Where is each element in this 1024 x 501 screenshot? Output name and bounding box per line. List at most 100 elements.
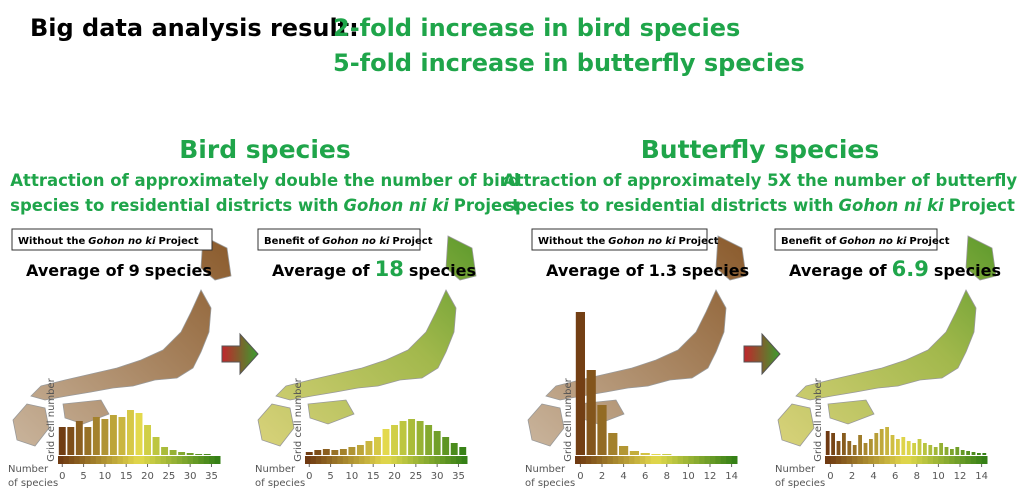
x-tick-label: 20 xyxy=(388,471,401,482)
color-scale xyxy=(423,456,430,464)
color-scale xyxy=(122,456,129,464)
box-label-part: Without the xyxy=(538,236,606,247)
histogram-bar xyxy=(84,427,92,455)
box-label-part: Benefit of xyxy=(781,236,837,247)
color-scale xyxy=(461,456,468,464)
color-scale xyxy=(133,456,140,464)
color-scale xyxy=(884,456,891,464)
histogram-bar xyxy=(408,419,416,455)
box-label-italic: Gohon no ki xyxy=(608,236,676,247)
histogram-bar xyxy=(58,427,66,455)
color-scale xyxy=(666,456,673,464)
histogram-bar xyxy=(619,446,629,455)
color-scale xyxy=(101,456,108,464)
color-scale xyxy=(391,456,398,464)
histogram-bar xyxy=(135,413,143,455)
color-scale xyxy=(359,456,365,464)
x-axis-label: Number xyxy=(8,464,49,475)
histogram-bar xyxy=(906,441,911,455)
color-scale xyxy=(677,456,684,464)
color-scale xyxy=(337,456,344,464)
x-axis-label: of species xyxy=(255,478,305,489)
color-scale xyxy=(612,456,619,464)
histogram-bar xyxy=(629,451,639,455)
subtitle-part: Project xyxy=(454,196,520,215)
color-scale xyxy=(171,456,178,464)
panel-subtitle: species to residential districts with Goh… xyxy=(10,196,520,215)
color-scale xyxy=(715,456,722,464)
box-label-part: Without the xyxy=(18,236,86,247)
color-scale xyxy=(580,456,587,464)
color-scale xyxy=(868,456,875,464)
x-tick-label: 10 xyxy=(932,471,945,482)
histogram-bar xyxy=(651,454,661,455)
color-scale xyxy=(710,456,716,464)
label-box xyxy=(531,228,708,251)
color-scale xyxy=(825,456,831,464)
histogram-bar xyxy=(339,449,347,455)
color-scale xyxy=(117,456,124,464)
histogram-bar xyxy=(960,450,965,455)
x-tick-label: 2 xyxy=(849,471,855,482)
color-scale xyxy=(321,456,328,464)
color-scale xyxy=(895,456,902,464)
x-axis-label: Number xyxy=(255,464,296,475)
average-value: 18 xyxy=(375,257,404,281)
color-scale xyxy=(846,456,853,464)
color-scale xyxy=(198,456,205,464)
color-scale xyxy=(683,456,689,464)
histogram-bar xyxy=(186,453,194,455)
histogram-bar xyxy=(982,453,987,455)
average-part: Average of xyxy=(272,261,371,280)
histogram-bar xyxy=(416,421,424,455)
x-tick-label: 0 xyxy=(827,471,833,482)
x-tick-label: 4 xyxy=(620,471,626,482)
color-scale xyxy=(214,456,221,464)
histogram-bar xyxy=(109,415,117,455)
color-scale xyxy=(315,456,322,464)
histogram-bar xyxy=(144,425,151,455)
color-scale xyxy=(380,456,387,464)
color-scale xyxy=(402,456,409,464)
color-scale xyxy=(731,456,738,464)
histogram-bar xyxy=(450,443,458,455)
color-scale xyxy=(456,456,463,464)
color-scale xyxy=(889,456,896,464)
box-label-part: Benefit of xyxy=(264,236,320,247)
color-scale xyxy=(645,456,652,464)
color-scale xyxy=(976,456,983,464)
color-scale xyxy=(656,456,662,464)
color-scale xyxy=(591,456,598,464)
average: Average of 18 species xyxy=(272,257,476,281)
histogram-bar xyxy=(885,427,889,455)
color-scale xyxy=(650,456,657,464)
color-scale xyxy=(68,456,75,464)
histogram-bar xyxy=(425,425,433,455)
histogram-bar xyxy=(944,447,949,455)
histogram-bar xyxy=(348,447,356,455)
x-tick-label: 12 xyxy=(704,471,717,482)
color-scale xyxy=(900,456,907,464)
x-tick-label: 15 xyxy=(367,471,380,482)
histogram-bar xyxy=(955,447,960,455)
color-scale xyxy=(906,456,912,464)
histogram-bar xyxy=(442,437,450,455)
x-tick-label: 14 xyxy=(975,471,988,482)
histogram-bar xyxy=(75,421,83,455)
color-scale xyxy=(879,456,885,464)
color-scale xyxy=(720,456,727,464)
color-scale xyxy=(841,456,848,464)
y-axis-label: Grid cell number xyxy=(293,377,304,461)
x-tick-label: 15 xyxy=(120,471,133,482)
x-axis-label: of species xyxy=(775,478,825,489)
color-scale xyxy=(602,456,608,464)
color-scale xyxy=(434,456,441,464)
histogram-bar xyxy=(161,447,169,455)
color-scale xyxy=(585,456,592,464)
box-label: Benefit of Gohon no ki Project xyxy=(264,236,433,247)
color-scale xyxy=(90,456,97,464)
headline-line: 2-fold increase in bird species xyxy=(333,14,740,42)
color-scale xyxy=(672,456,679,464)
color-scale xyxy=(629,456,635,464)
subtitle-part: species to residential districts with xyxy=(505,196,833,215)
